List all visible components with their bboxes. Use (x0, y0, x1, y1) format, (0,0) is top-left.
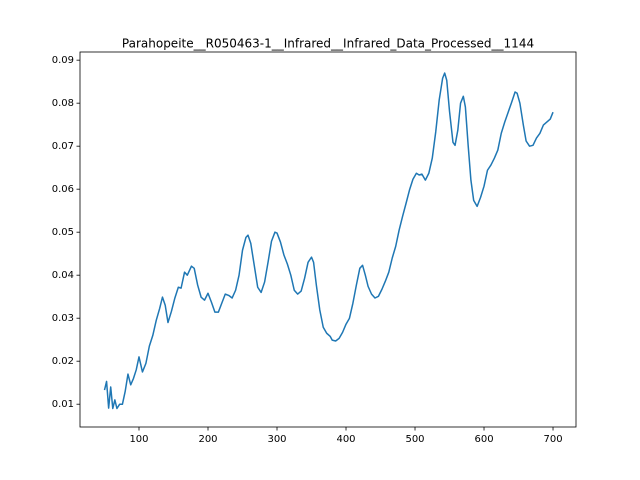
x-tick-label: 600 (474, 434, 493, 445)
y-tick-label: 0.06 (52, 184, 74, 195)
x-tick-label: 700 (543, 434, 562, 445)
chart-title: Parahopeite__R050463-1__Infrared__Infrar… (122, 37, 534, 51)
x-tick-label: 400 (336, 434, 355, 445)
y-tick-label: 0.05 (52, 227, 74, 238)
x-tick-label: 100 (129, 434, 148, 445)
x-tick-label: 300 (267, 434, 286, 445)
y-tick-label: 0.09 (52, 55, 74, 66)
y-tick-label: 0.04 (52, 270, 74, 281)
y-tick-label: 0.07 (52, 141, 74, 152)
x-tick-label: 500 (405, 434, 424, 445)
y-tick-label: 0.01 (52, 399, 74, 410)
data-line (103, 72, 554, 410)
y-tick-label: 0.08 (52, 98, 74, 109)
x-tick-label: 200 (198, 434, 217, 445)
y-tick-label: 0.03 (52, 313, 74, 324)
y-tick-label: 0.02 (52, 356, 74, 367)
plot-frame (79, 51, 577, 428)
